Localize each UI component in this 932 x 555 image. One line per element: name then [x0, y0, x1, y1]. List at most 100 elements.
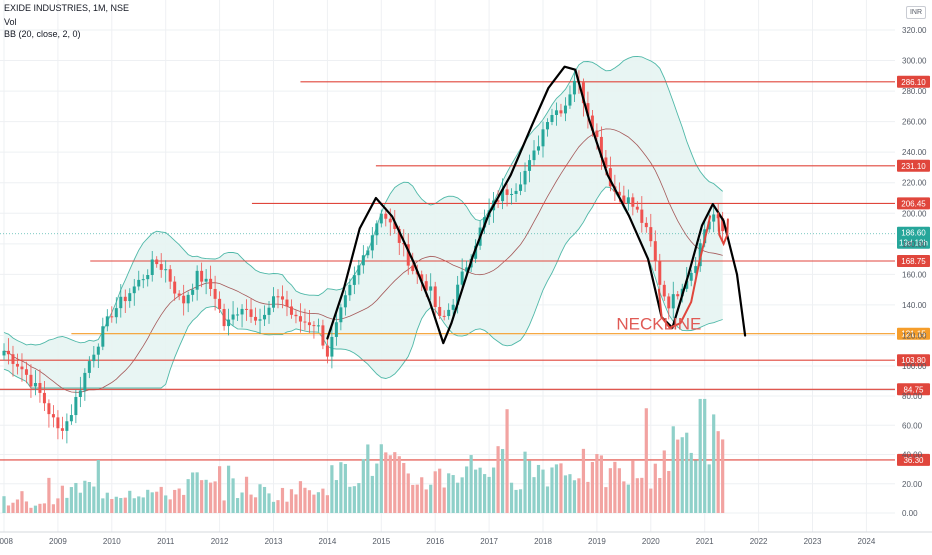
volume-bar [47, 477, 51, 513]
level-badge-231.10 [897, 159, 930, 172]
candle-body [617, 191, 621, 196]
candle-body [33, 383, 37, 387]
candle-body [644, 222, 648, 228]
volume-bar [60, 485, 64, 513]
candle-body [501, 189, 505, 202]
volume-bar [334, 480, 338, 513]
volume-bar [424, 489, 428, 513]
candle-body [519, 184, 523, 191]
candle-body [604, 157, 608, 169]
volume-bar [253, 497, 258, 513]
candle-body [559, 110, 563, 114]
candle-body [510, 193, 514, 195]
candle-body [173, 281, 177, 294]
volume-bar [258, 484, 262, 513]
candle-body [379, 213, 383, 224]
candle-body [348, 284, 352, 296]
candle-body [442, 315, 446, 317]
volume-bar [550, 467, 554, 513]
volume-bar [523, 451, 527, 513]
candle-body [590, 115, 594, 131]
volume-bar [65, 497, 69, 513]
volume-bar [20, 491, 24, 513]
candle-body [393, 222, 397, 229]
candle-body [586, 103, 590, 116]
volume-bar [74, 482, 78, 513]
candle-body [514, 190, 518, 194]
volume-bar [649, 488, 653, 513]
candle-body [137, 279, 141, 287]
volume-bar [24, 501, 29, 513]
candle-body [267, 307, 271, 315]
candle-body [474, 245, 478, 259]
candle-body [114, 308, 118, 318]
countdown-label: 19d 19h [899, 239, 928, 248]
volume-bar [150, 492, 154, 513]
volume-bar [78, 492, 82, 513]
volume-bar [96, 459, 100, 513]
volume-bar [622, 481, 626, 513]
candle-body [649, 227, 653, 242]
candle-body [465, 267, 469, 272]
price-tick-label: 200.00 [902, 209, 927, 218]
candle-body [406, 244, 410, 266]
time-tick-label: 2020 [642, 537, 660, 546]
volume-bar [339, 462, 343, 513]
candle-body [397, 228, 401, 243]
volume-bar [343, 463, 347, 513]
volume-bar [595, 454, 599, 513]
volume-bar [110, 498, 114, 513]
volume-bar [271, 501, 276, 513]
candle-body [528, 160, 532, 171]
volume-bar [195, 472, 199, 513]
time-tick-label: 2010 [103, 537, 121, 546]
candle-body [635, 206, 639, 210]
volume-bar [680, 437, 684, 513]
volume-bar [518, 489, 523, 513]
volume-bar [411, 484, 415, 513]
time-tick-label: 2019 [588, 537, 606, 546]
time-tick-label: 2009 [49, 537, 67, 546]
level-label-84.75: 84.75 [903, 385, 924, 394]
volume-bar [186, 479, 190, 513]
volume-bar [447, 473, 451, 513]
time-tick-label: 2012 [211, 537, 229, 546]
currency-badge[interactable]: INR [906, 6, 926, 19]
candle-body [123, 296, 127, 302]
candle-body [460, 271, 464, 285]
candle-body [662, 284, 666, 297]
candle-body [280, 296, 284, 300]
candle-body [456, 284, 460, 305]
candle-body [352, 275, 356, 285]
cup-curve [657, 215, 712, 330]
candle-body [626, 197, 630, 204]
volume-bar [29, 507, 33, 513]
volume-bar [721, 439, 725, 513]
candle-body [150, 259, 154, 275]
candle-body [182, 295, 186, 304]
candle-body [128, 293, 132, 302]
level-label-286.10: 286.10 [901, 78, 926, 87]
head-shoulders-pattern [326, 65, 747, 345]
volume-bar [500, 449, 505, 513]
volume-bar [132, 498, 136, 513]
candle-body [231, 314, 235, 320]
candle-body [83, 372, 87, 391]
volume-bar [617, 468, 621, 513]
volume-bar [402, 462, 406, 513]
candle-body [101, 326, 105, 347]
candle-body [29, 374, 33, 387]
volume-bar [599, 455, 603, 513]
candle-body [707, 221, 711, 230]
price-tick-label: 140.00 [902, 301, 927, 310]
candle-body [195, 270, 199, 290]
volume-bar [420, 477, 424, 513]
volume-bar [640, 477, 644, 513]
candle-body [325, 345, 329, 357]
volume-bar [38, 503, 42, 513]
volume-bar [361, 459, 365, 513]
time-tick-label: 2023 [804, 537, 822, 546]
volume-bar [312, 494, 316, 513]
